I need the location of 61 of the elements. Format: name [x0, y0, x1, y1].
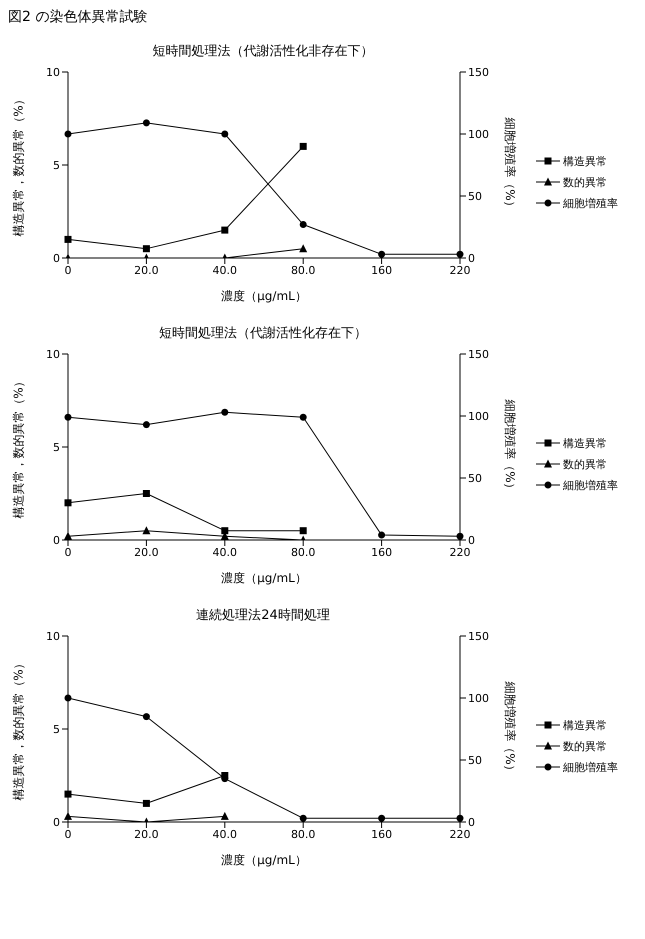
legend-label: 構造異常: [563, 154, 607, 168]
x-tick-label: 80.0: [290, 264, 316, 277]
caption: 図2 の染色体異常試験: [8, 8, 148, 26]
y-tick-label: 5: [53, 722, 60, 736]
x-tick-label: 40.0: [212, 546, 238, 559]
chart-title: 短時間処理法（代謝活性化存在下）: [158, 325, 368, 342]
x-tick-label: 0: [64, 828, 72, 841]
y2-axis-title: 細胞増殖率（%）: [502, 398, 517, 495]
x-tick-label: 160: [371, 828, 392, 841]
legend-label: 構造異常: [563, 436, 607, 450]
legend-label: 数的異常: [563, 738, 607, 754]
x-tick-label: 20.0: [134, 828, 159, 841]
y2-tick-label: 150: [468, 66, 489, 79]
y2-tick-label: 100: [468, 692, 489, 705]
legend-label: 細胞増殖率: [563, 196, 618, 210]
chart-title: 短時間処理法（代謝活性化非存在下）: [152, 43, 374, 60]
legend-label: 数的異常: [563, 456, 607, 472]
y2-tick-label: 0: [468, 816, 475, 829]
y-tick-label: 5: [53, 440, 60, 454]
x-tick-label: 0: [64, 546, 72, 559]
legend-label: 細胞増殖率: [563, 478, 618, 492]
x-tick-label: 80.0: [290, 828, 316, 841]
y2-tick-label: 100: [468, 128, 489, 141]
y2-tick-label: 50: [468, 472, 482, 485]
x-tick-label: 40.0: [212, 264, 238, 277]
y2-tick-label: 150: [468, 630, 489, 643]
y-tick-label: 0: [53, 816, 60, 829]
y-tick-label: 10: [46, 348, 60, 361]
x-tick-label: 220: [450, 828, 470, 841]
y-axis-title: 構造異常，数的異常（%）: [11, 375, 26, 519]
y-tick-label: 0: [53, 534, 60, 547]
y2-tick-label: 0: [468, 252, 475, 265]
y2-tick-label: 100: [468, 410, 489, 423]
x-tick-label: 160: [371, 264, 392, 277]
x-tick-label: 220: [450, 546, 470, 559]
y2-axis-title: 細胞増殖率（%）: [502, 680, 517, 777]
y-tick-label: 10: [46, 630, 60, 643]
legend-label: 構造異常: [563, 718, 607, 732]
y2-tick-label: 150: [468, 348, 489, 361]
x-tick-label: 20.0: [134, 264, 159, 277]
x-axis-title: 濃度（μg/mL）: [221, 571, 307, 585]
x-tick-label: 220: [450, 264, 470, 277]
x-tick-label: 160: [371, 546, 392, 559]
x-tick-label: 40.0: [212, 828, 238, 841]
x-axis-title: 濃度（μg/mL）: [221, 289, 307, 303]
y2-tick-label: 50: [468, 190, 482, 203]
y-tick-label: 0: [53, 252, 60, 265]
y-axis-title: 構造異常，数的異常（%）: [11, 657, 26, 801]
x-axis-title: 濃度（μg/mL）: [221, 853, 307, 867]
y2-tick-label: 50: [468, 754, 482, 767]
chart-title: 連続処理法24時間処理: [195, 607, 331, 624]
legend-label: 細胞増殖率: [563, 760, 618, 774]
y2-axis-title: 細胞増殖率（%）: [502, 116, 517, 213]
y-axis-title: 構造異常，数的異常（%）: [11, 93, 26, 237]
y-tick-label: 5: [53, 158, 60, 172]
y2-tick-label: 0: [468, 534, 475, 547]
x-tick-label: 0: [64, 264, 72, 277]
x-tick-label: 80.0: [290, 546, 316, 559]
y-tick-label: 10: [46, 66, 60, 79]
legend-label: 数的異常: [563, 174, 607, 190]
x-tick-label: 20.0: [134, 546, 159, 559]
